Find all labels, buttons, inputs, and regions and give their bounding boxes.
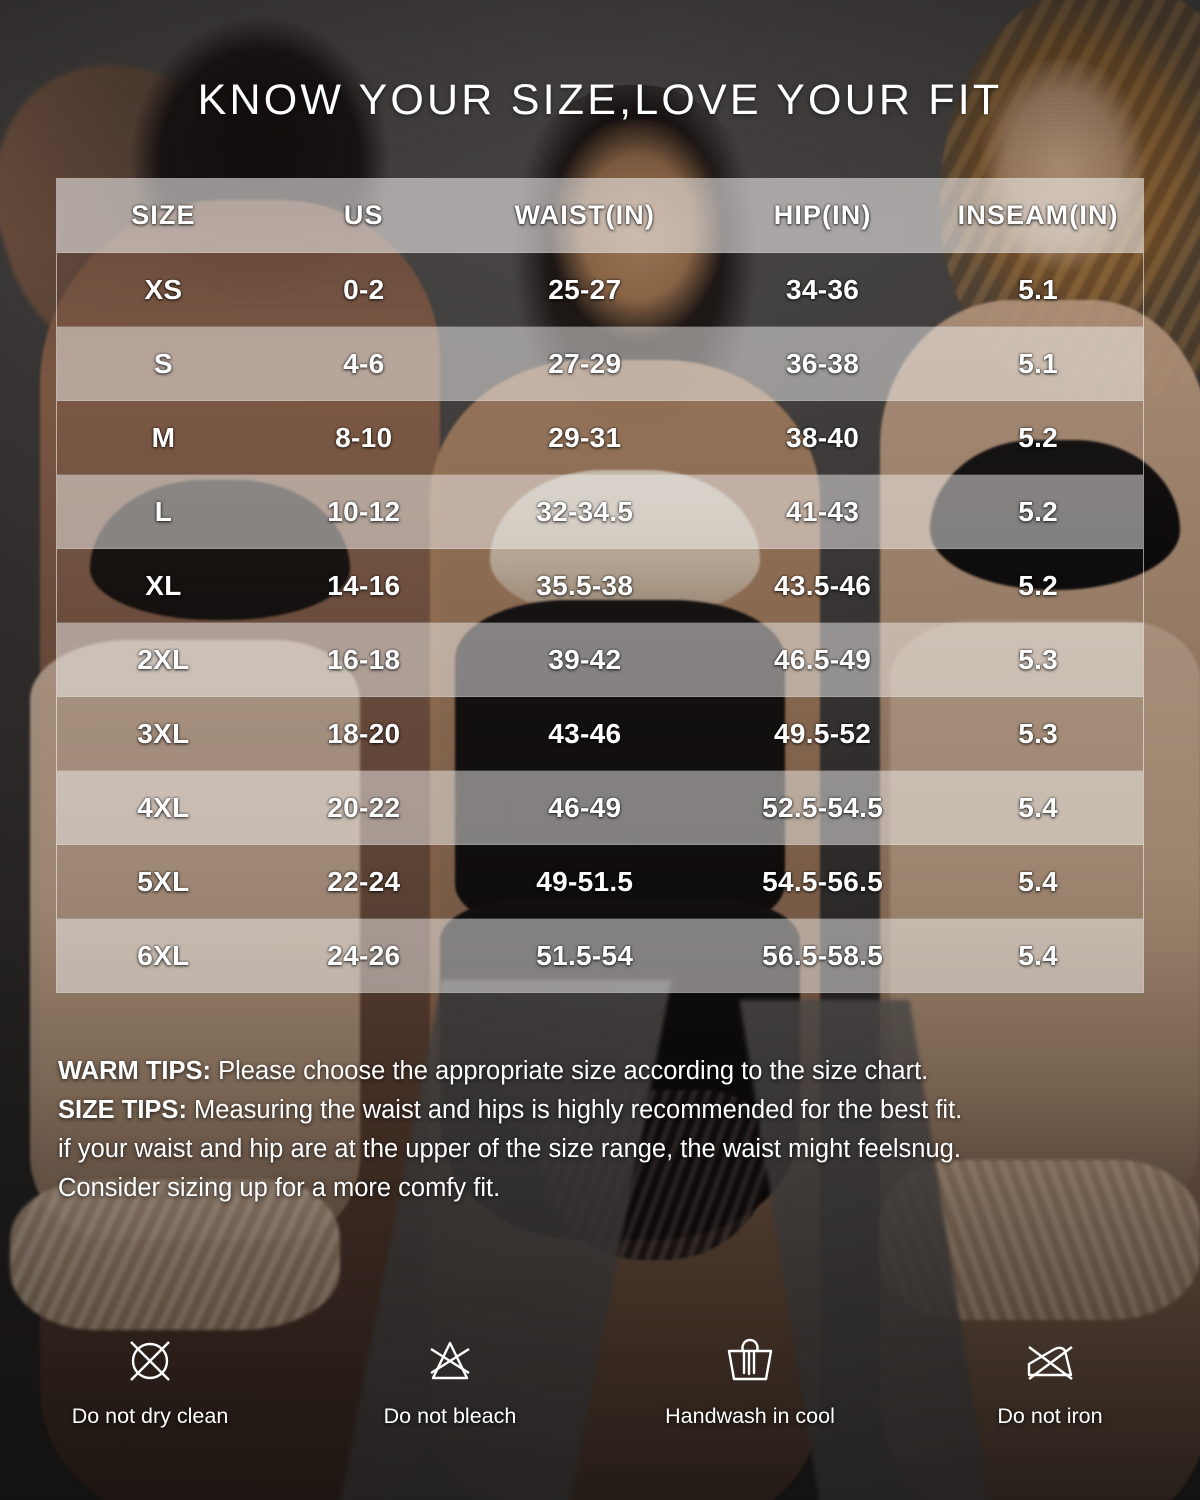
cell-size: 5XL	[137, 865, 190, 897]
cell-waist: 27-29	[548, 347, 622, 379]
cell-inseam: 5.4	[1018, 791, 1059, 823]
cell-us: 18-20	[327, 717, 401, 749]
care-label: Do not iron	[997, 1404, 1103, 1428]
cell-hip: 56.5-58.5	[762, 939, 884, 971]
tips-block: WARM TIPS: Please choose the appropriate…	[58, 1052, 1178, 1208]
do-not-bleach-icon	[421, 1330, 479, 1392]
cell-inseam: 5.2	[1018, 569, 1059, 601]
column-header-waist: WAIST(IN)	[514, 200, 655, 230]
cell-inseam: 5.4	[1018, 865, 1059, 897]
table-row: S 4-6 27-29 36-38 5.1	[57, 327, 1143, 401]
cell-us: 22-24	[327, 865, 401, 897]
cell-hip: 41-43	[786, 495, 860, 527]
handwash-icon	[721, 1330, 779, 1392]
cell-hip: 49.5-52	[774, 717, 872, 749]
table-row: XL 14-16 35.5-38 43.5-46 5.2	[57, 549, 1143, 623]
care-instructions: Do not dry clean Do not bleach	[0, 1330, 1200, 1429]
do-not-dry-clean-icon	[122, 1330, 178, 1392]
do-not-iron-icon	[1020, 1330, 1080, 1392]
cell-inseam: 5.4	[1018, 939, 1059, 971]
care-item-bleach: Do not bleach	[300, 1330, 600, 1429]
column-header-inseam: INSEAM(IN)	[957, 200, 1119, 230]
cell-waist: 25-27	[548, 273, 622, 305]
care-item-dry-clean: Do not dry clean	[0, 1330, 300, 1429]
cell-hip: 54.5-56.5	[762, 865, 884, 897]
cell-us: 20-22	[327, 791, 401, 823]
care-item-handwash: Handwash in cool	[600, 1330, 900, 1429]
cell-size: 2XL	[137, 643, 190, 675]
cell-waist: 32-34.5	[536, 495, 634, 527]
cell-inseam: 5.3	[1018, 717, 1059, 749]
cell-us: 4-6	[343, 347, 385, 379]
cell-hip: 43.5-46	[774, 569, 872, 601]
cell-waist: 35.5-38	[536, 569, 634, 601]
cell-hip: 46.5-49	[774, 643, 872, 675]
cell-size: 3XL	[137, 717, 190, 749]
table-row: 2XL 16-18 39-42 46.5-49 5.3	[57, 623, 1143, 697]
cell-size: XL	[145, 569, 182, 601]
size-chart-table: SIZE US WAIST(IN) HIP(IN) INSEAM(IN) XS …	[56, 178, 1144, 993]
cell-waist: 39-42	[548, 643, 622, 675]
column-header-hip: HIP(IN)	[773, 200, 872, 230]
warm-tips-text: Please choose the appropriate size accor…	[211, 1057, 929, 1085]
cell-inseam: 5.2	[1018, 421, 1059, 453]
size-tips-line: SIZE TIPS: Measuring the waist and hips …	[58, 1091, 1178, 1130]
cell-waist: 43-46	[548, 717, 622, 749]
column-header-size: SIZE	[131, 200, 196, 230]
size-tips-label: SIZE TIPS:	[58, 1096, 187, 1124]
cell-inseam: 5.2	[1018, 495, 1059, 527]
cell-size: M	[151, 421, 176, 453]
table-row: L 10-12 32-34.5 41-43 5.2	[57, 475, 1143, 549]
cell-size: L	[154, 495, 173, 527]
table-row: XS 0-2 25-27 34-36 5.1	[57, 253, 1143, 327]
size-tips-text: Measuring the waist and hips is highly r…	[186, 1096, 963, 1124]
cell-us: 14-16	[327, 569, 401, 601]
cell-us: 8-10	[335, 421, 393, 453]
column-header-us: US	[343, 200, 384, 230]
cell-us: 16-18	[327, 643, 401, 675]
care-label: Do not bleach	[383, 1404, 517, 1428]
tips-line-4: Consider sizing up for a more comfy fit.	[58, 1174, 501, 1202]
cell-hip: 34-36	[786, 273, 860, 305]
cell-size: XS	[144, 273, 183, 305]
table-row: M 8-10 29-31 38-40 5.2	[57, 401, 1143, 475]
table-header-row: SIZE US WAIST(IN) HIP(IN) INSEAM(IN)	[57, 179, 1143, 253]
table-row: 5XL 22-24 49-51.5 54.5-56.5 5.4	[57, 845, 1143, 919]
care-label: Handwash in cool	[665, 1404, 835, 1428]
cell-hip: 38-40	[786, 421, 860, 453]
cell-waist: 46-49	[548, 791, 622, 823]
cell-hip: 36-38	[786, 347, 860, 379]
care-item-iron: Do not iron	[900, 1330, 1200, 1429]
cell-waist: 49-51.5	[536, 865, 634, 897]
table-row: 6XL 24-26 51.5-54 56.5-58.5 5.4	[57, 919, 1143, 992]
table-row: 4XL 20-22 46-49 52.5-54.5 5.4	[57, 771, 1143, 845]
cell-waist: 29-31	[548, 421, 622, 453]
tips-line-3: if your waist and hip are at the upper o…	[58, 1135, 961, 1163]
table-row: 3XL 18-20 43-46 49.5-52 5.3	[57, 697, 1143, 771]
cell-inseam: 5.1	[1018, 347, 1059, 379]
cell-size: 6XL	[137, 939, 190, 971]
cell-waist: 51.5-54	[536, 939, 634, 971]
care-label: Do not dry clean	[71, 1404, 229, 1428]
cell-us: 0-2	[343, 273, 385, 305]
page-title: KNOW YOUR SIZE,LOVE YOUR FIT	[197, 76, 1003, 124]
cell-size: S	[153, 347, 173, 379]
cell-hip: 52.5-54.5	[762, 791, 884, 823]
cell-us: 10-12	[327, 495, 401, 527]
cell-size: 4XL	[137, 791, 190, 823]
warm-tips-label: WARM TIPS:	[58, 1057, 211, 1085]
warm-tips-line: WARM TIPS: Please choose the appropriate…	[58, 1052, 1178, 1091]
cell-inseam: 5.1	[1018, 273, 1059, 305]
cell-inseam: 5.3	[1018, 643, 1059, 675]
cell-us: 24-26	[327, 939, 401, 971]
